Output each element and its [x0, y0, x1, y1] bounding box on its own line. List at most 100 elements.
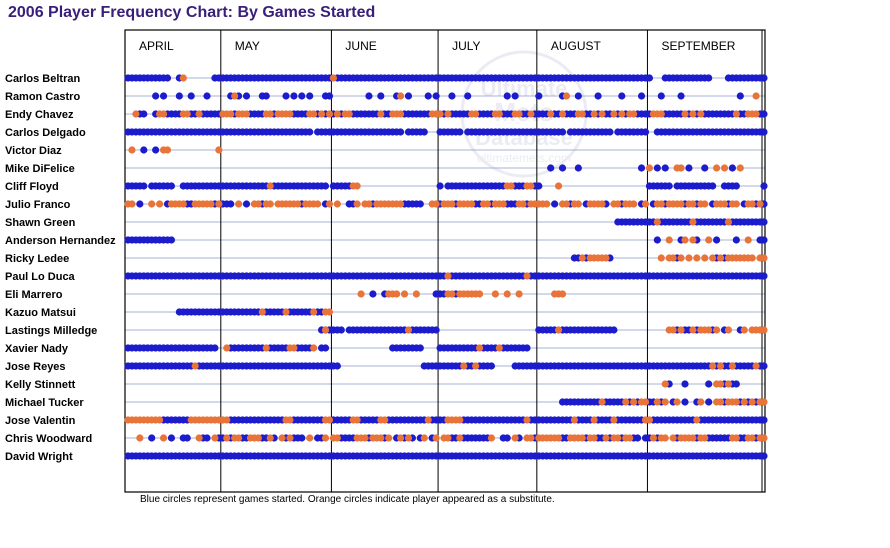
game-start-dot: [420, 128, 428, 136]
substitute-dot: [677, 326, 685, 334]
game-start-dot: [404, 92, 413, 100]
substitute-dot: [732, 200, 740, 208]
player-label: Michael Tucker: [5, 397, 84, 409]
game-start-dot: [187, 92, 195, 100]
substitute-dot: [460, 362, 468, 370]
substitute-dot: [321, 434, 330, 442]
substitute-dot: [432, 434, 440, 442]
substitute-dot: [554, 434, 563, 442]
substitute-dot: [669, 434, 677, 442]
game-start-dot: [760, 110, 768, 118]
substitute-dot: [333, 200, 341, 208]
substitute-dot: [223, 344, 231, 352]
game-start-dot: [163, 74, 172, 82]
substitute-dot: [286, 416, 294, 424]
substitute-dot: [724, 380, 733, 388]
substitute-dot: [578, 434, 586, 442]
substitute-dot: [720, 164, 729, 172]
game-start-dot: [503, 434, 511, 442]
substitute-dot: [195, 110, 203, 118]
substitute-dot: [156, 200, 164, 208]
substitute-dot: [523, 416, 531, 424]
substitute-dot: [554, 326, 563, 334]
player-label: Lastings Milledge: [5, 325, 97, 337]
player-row-dots: [124, 416, 768, 424]
substitute-dot: [701, 200, 709, 208]
substitute-dot: [681, 236, 689, 244]
game-start-dot: [152, 146, 160, 154]
game-start-dot: [558, 128, 567, 136]
substitute-dot: [361, 434, 369, 442]
game-start-dot: [369, 290, 377, 298]
substitute-dot: [661, 398, 669, 406]
substitute-dot: [689, 200, 697, 208]
substitute-dot: [159, 110, 168, 118]
substitute-dot: [325, 110, 334, 118]
substitute-dot: [689, 434, 697, 442]
substitute-dot: [527, 110, 535, 118]
substitute-dot: [590, 434, 598, 442]
substitute-dot: [183, 110, 191, 118]
substitute-dot: [578, 110, 586, 118]
substitute-dot: [598, 398, 606, 406]
substitute-dot: [590, 110, 598, 118]
game-dots: [124, 74, 768, 460]
substitute-dot: [519, 200, 527, 208]
substitute-dot: [333, 434, 341, 442]
player-row-dots: [128, 146, 223, 154]
substitute-dot: [310, 308, 318, 316]
player-row-dots: [124, 362, 768, 370]
substitute-dot: [713, 326, 721, 334]
substitute-dot: [590, 416, 598, 424]
substitute-dot: [432, 200, 440, 208]
substitute-dot: [622, 398, 630, 406]
substitute-dot: [286, 434, 294, 442]
substitute-dot: [760, 398, 768, 406]
player-row-dots: [132, 110, 768, 118]
substitute-dot: [353, 182, 361, 190]
game-start-dot: [637, 92, 646, 100]
substitute-dot: [677, 254, 685, 262]
game-start-dot: [701, 164, 709, 172]
game-start-dot: [325, 92, 334, 100]
substitute-dot: [163, 146, 172, 154]
substitute-dot: [156, 416, 164, 424]
substitute-dot: [681, 110, 689, 118]
substitute-dot: [266, 182, 274, 190]
substitute-dot: [148, 200, 156, 208]
game-start-dot: [551, 200, 559, 208]
substitute-dot: [231, 92, 239, 100]
month-labels: APRIL MAY JUNE JULY AUGUST SEPTEMBER: [139, 39, 736, 53]
player-label: Jose Reyes: [5, 361, 66, 373]
substitute-dot: [404, 326, 413, 334]
substitute-dot: [732, 398, 740, 406]
game-start-dot: [148, 434, 156, 442]
substitute-dot: [223, 434, 231, 442]
game-start-dot: [728, 164, 737, 172]
substitute-dot: [728, 362, 737, 370]
substitute-dot: [641, 200, 650, 208]
game-start-dot: [760, 236, 768, 244]
game-start-dot: [760, 452, 768, 460]
player-label: Chris Woodward: [5, 433, 92, 445]
substitute-dot: [716, 398, 725, 406]
game-start-dot: [511, 92, 519, 100]
substitute-dot: [195, 434, 203, 442]
month-label: MAY: [235, 39, 260, 53]
substitute-dot: [385, 434, 393, 442]
substitute-dot: [136, 434, 144, 442]
substitute-dot: [543, 200, 551, 208]
substitute-dot: [602, 434, 610, 442]
game-start-dot: [321, 344, 330, 352]
substitute-dot: [598, 110, 606, 118]
game-start-dot: [487, 362, 496, 370]
substitute-dot: [614, 434, 622, 442]
player-label: Jose Valentin: [5, 415, 76, 427]
player-row-dots: [547, 164, 744, 172]
substitute-dot: [752, 110, 760, 118]
game-start-dot: [760, 74, 768, 82]
game-start-dot: [760, 182, 768, 190]
game-start-dot: [140, 182, 148, 190]
substitute-dot: [709, 254, 717, 262]
